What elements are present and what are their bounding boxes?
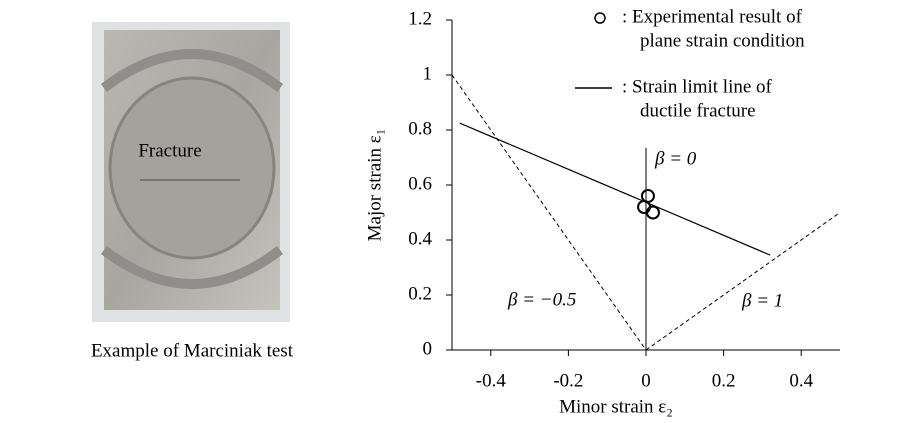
legend-label: : Experimental result of [622, 6, 803, 27]
reference-label: β = 1 [741, 290, 783, 311]
legend-marker [594, 12, 606, 24]
lower-ring [100, 246, 284, 289]
x-tick-label: 0.4 [789, 370, 813, 391]
y-tick-label: 0.2 [408, 283, 432, 304]
x-tick-label: 0 [641, 370, 651, 391]
y-tick-label: 0.8 [408, 118, 432, 139]
photo: Fracture [92, 22, 290, 322]
y-tick-label: 1.2 [408, 8, 432, 29]
reference-line [645, 212, 841, 351]
reference-label: β = 0 [654, 148, 697, 169]
legend-label: plane strain condition [640, 30, 805, 51]
legend-label: : Strain limit line of [622, 76, 773, 97]
reference-line [451, 74, 647, 351]
photo-label: Fracture [138, 140, 201, 161]
y-tick-label: 0.4 [408, 228, 432, 249]
x-axis-label: Minor strain ε₂ [559, 396, 673, 417]
data-point [645, 205, 660, 220]
x-tick-label: -0.4 [476, 370, 507, 391]
y-tick-label: 0 [423, 338, 433, 359]
limit-line [459, 122, 771, 256]
photo-caption: Example of Marciniak test [91, 340, 294, 361]
y-axis-label: Major strain ε₁ [364, 129, 385, 242]
y-tick-label: 1 [423, 63, 433, 84]
x-tick-label: 0.2 [712, 370, 736, 391]
legend-label: ductile fracture [640, 100, 756, 121]
reference-label: β = −0.5 [507, 289, 576, 310]
y-tick-label: 0.6 [408, 173, 432, 194]
x-tick-label: -0.2 [553, 370, 583, 391]
punch-area [108, 76, 276, 260]
upper-ring [100, 49, 284, 92]
